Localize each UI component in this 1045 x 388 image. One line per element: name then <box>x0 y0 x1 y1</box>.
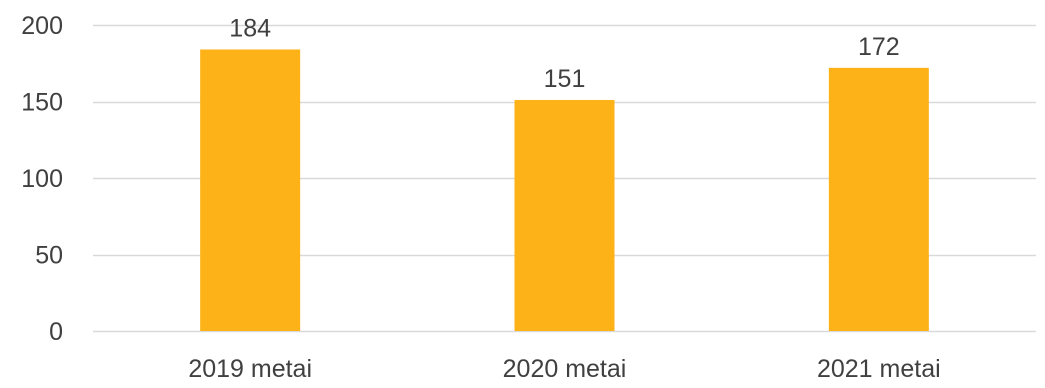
bar <box>828 67 929 331</box>
x-category-label: 2020 metai <box>503 355 627 383</box>
bar <box>514 99 615 331</box>
y-tick-label: 0 <box>49 318 63 346</box>
y-tick-label: 50 <box>35 242 63 270</box>
x-axis-categories: 2019 metai 2020 metai 2021 metai <box>188 355 940 383</box>
x-category-label: 2021 metai <box>817 355 941 383</box>
x-category-label: 2019 metai <box>188 355 312 383</box>
y-tick-label: 100 <box>21 165 63 193</box>
y-tick-label: 200 <box>21 12 63 40</box>
bars <box>200 49 929 331</box>
y-axis-ticks: 0 50 100 150 200 <box>21 12 63 346</box>
bar-value-label: 184 <box>229 14 271 42</box>
bar <box>200 49 301 331</box>
data-labels: 184 151 172 <box>229 14 899 92</box>
bar-value-label: 172 <box>858 33 900 61</box>
bar-value-label: 151 <box>544 65 586 93</box>
y-tick-label: 150 <box>21 89 63 117</box>
